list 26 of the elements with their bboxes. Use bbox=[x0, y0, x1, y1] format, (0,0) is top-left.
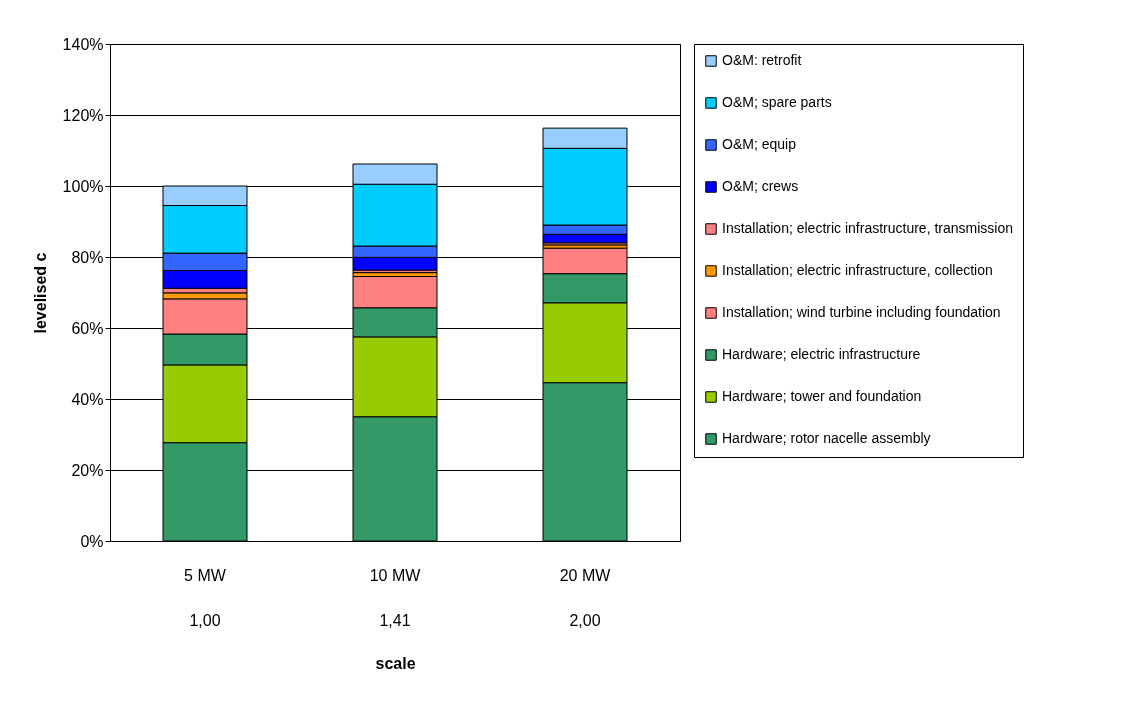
legend-label: O&M; crews bbox=[722, 178, 799, 194]
y-tick-label: 80% bbox=[71, 248, 104, 266]
x-axis-title: scale bbox=[375, 654, 416, 672]
legend-label: Hardware; electric infrastructure bbox=[722, 346, 921, 362]
legend-label: O&M; spare parts bbox=[722, 94, 832, 110]
y-tick-label: 100% bbox=[62, 177, 104, 195]
legend-label: Installation; wind turbine including foundation bbox=[722, 304, 1001, 320]
legend-label: O&M; equip bbox=[722, 136, 797, 152]
y-tick-label: 40% bbox=[71, 390, 104, 408]
y-tick-label: 120% bbox=[62, 106, 104, 124]
text: 1,41 bbox=[379, 612, 411, 629]
text: 1,00 bbox=[189, 612, 221, 629]
legend-label: Hardware; tower and foundation bbox=[722, 388, 922, 404]
text: 2,00 bbox=[569, 612, 601, 629]
y-tick-label: 140% bbox=[62, 35, 104, 53]
x-tick-label: 5 MW bbox=[184, 566, 227, 584]
y-tick-label: 20% bbox=[71, 461, 104, 479]
y-axis-title: levelised c bbox=[31, 252, 49, 334]
legend-label: Installation; electric infrastructure, transmission bbox=[722, 220, 1013, 236]
legend-label: Installation; electric infrastructure, collection bbox=[722, 262, 993, 278]
x-tick-label: 20 MW bbox=[559, 566, 612, 584]
y-tick-label: 60% bbox=[71, 319, 104, 337]
x-tick-label: 10 MW bbox=[369, 566, 422, 584]
legend-label: Hardware; rotor nacelle assembly bbox=[722, 430, 931, 446]
y-tick-label: 0% bbox=[80, 532, 104, 550]
legend-label: O&M: retrofit bbox=[722, 52, 802, 68]
